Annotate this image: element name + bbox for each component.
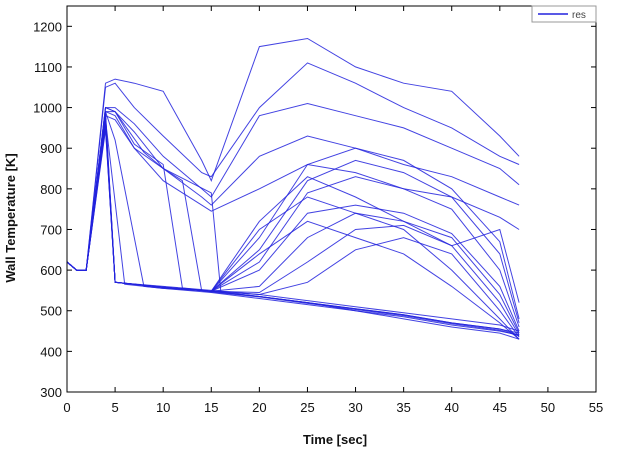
y-tick-label: 900 [40,141,62,156]
x-tick-label: 5 [111,400,118,415]
x-tick-label: 55 [589,400,603,415]
series-line-4 [66,111,520,271]
x-tick-label: 40 [444,400,458,415]
y-tick-label: 1000 [33,101,62,116]
series-line-6 [66,123,520,332]
series-line-1 [66,37,520,271]
x-tick-label: 30 [348,400,362,415]
y-tick-label: 800 [40,182,62,197]
y-axis-title: Wall Temperature [K] [3,153,18,282]
y-tick-label: 600 [40,263,62,278]
y-tick-label: 1200 [33,19,62,34]
plot-frame [66,5,597,393]
x-tick-label: 15 [204,400,218,415]
plot-area [66,37,520,340]
y-tick-label: 1100 [34,60,62,75]
x-tick-label: 0 [63,400,70,415]
legend: res [531,5,597,23]
legend-label: res [572,10,586,21]
x-tick-label: 20 [252,400,266,415]
x-tick-label: 25 [300,400,314,415]
y-tick-label: 400 [40,344,62,359]
series-line-13 [66,123,520,328]
series-line-21 [66,111,520,303]
y-tick-label: 300 [40,385,62,400]
y-tick-label: 500 [40,304,62,319]
x-tick-label: 10 [156,400,170,415]
series-line-18 [66,117,520,338]
x-tick-label: 35 [396,400,410,415]
y-tick-label: 700 [40,222,62,237]
series-line-10 [66,110,520,337]
x-tick-label: 50 [541,400,555,415]
series-line-14 [66,119,520,324]
x-tick-label: 45 [493,400,507,415]
series-line-15 [66,121,520,320]
x-axis-title: Time [sec] [303,432,367,447]
axes: 0 5 10 15 20 25 30 35 40 45 50 55 300 400 500 600 700 800… [33,5,603,415]
series-line-2 [66,62,520,271]
series-line-20 [66,129,520,340]
